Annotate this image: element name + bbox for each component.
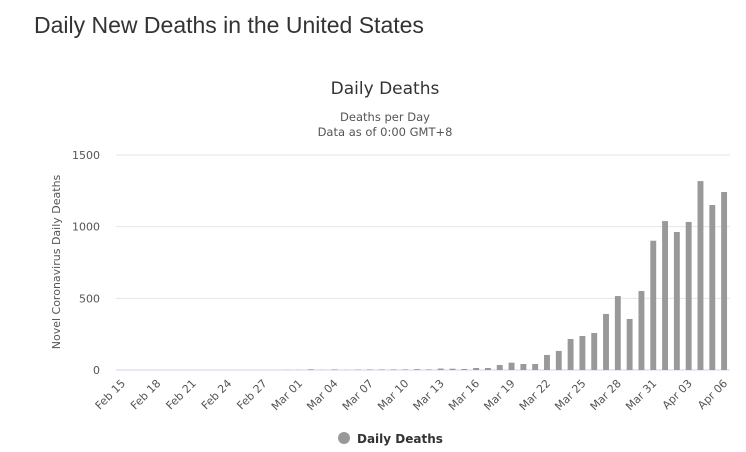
bar-apr-06[interactable]: [721, 191, 728, 370]
y-tick-label: 0: [93, 364, 100, 377]
y-axis-label: Novel Coronavirus Daily Deaths: [50, 174, 63, 349]
x-tick-label: Mar 04: [304, 377, 340, 413]
bar-apr-04[interactable]: [697, 181, 704, 370]
bar-mar-08[interactable]: [378, 369, 385, 370]
legend-label[interactable]: Daily Deaths: [357, 432, 443, 446]
bar-mar-09[interactable]: [390, 369, 397, 370]
x-tick-label: Feb 18: [128, 377, 163, 412]
bar-mar-21[interactable]: [532, 363, 539, 370]
bar-mar-23[interactable]: [555, 350, 562, 370]
bar-mar-07[interactable]: [366, 369, 373, 370]
x-tick-label: Mar 19: [481, 377, 517, 413]
x-tick-label: Mar 13: [411, 377, 447, 413]
bar-mar-02[interactable]: [307, 369, 314, 370]
x-tick-label: Feb 21: [164, 377, 199, 412]
bar-mar-16[interactable]: [473, 367, 480, 370]
bar-mar-15[interactable]: [461, 368, 468, 370]
x-tick-label: Mar 25: [552, 377, 588, 413]
bar-mar-04[interactable]: [331, 369, 338, 370]
bar-mar-17[interactable]: [484, 367, 491, 370]
bar-mar-12[interactable]: [425, 369, 432, 370]
bar-apr-01[interactable]: [662, 221, 669, 370]
bar-apr-05[interactable]: [709, 205, 716, 370]
bar-apr-02[interactable]: [673, 231, 680, 370]
x-tick-label: Apr 06: [695, 377, 730, 412]
x-tick-label: Feb 15: [93, 377, 128, 412]
legend-marker[interactable]: [338, 432, 350, 444]
y-tick-label: 1000: [72, 221, 100, 234]
bar-mar-22[interactable]: [544, 354, 550, 370]
chart-subtitle-1: Deaths per Day: [340, 110, 430, 124]
x-tick-label: Mar 10: [375, 377, 411, 413]
bar-mar-13[interactable]: [437, 368, 444, 370]
bar-mar-11[interactable]: [414, 369, 421, 370]
chart-title: Daily Deaths: [331, 79, 440, 99]
x-tick-label: Feb 27: [234, 377, 269, 412]
bar-mar-30[interactable]: [638, 291, 645, 370]
y-tick-label: 500: [79, 292, 100, 305]
page-title: Daily New Deaths in the United States: [34, 12, 424, 38]
x-tick-label: Mar 01: [269, 377, 305, 413]
bar-mar-26[interactable]: [591, 333, 598, 370]
chart-subtitle-2: Data as of 0:00 GMT+8: [318, 125, 453, 139]
x-tick-label: Feb 24: [199, 377, 234, 412]
x-tick-label: Mar 16: [446, 377, 482, 413]
bar-mar-20[interactable]: [520, 363, 527, 370]
bar-mar-14[interactable]: [449, 368, 456, 370]
x-tick-label: Apr 03: [660, 377, 695, 412]
bar-apr-03[interactable]: [685, 221, 692, 370]
x-tick-label: Mar 31: [623, 377, 659, 413]
bar-mar-19[interactable]: [508, 362, 515, 370]
x-tick-label: Mar 28: [588, 377, 624, 413]
bar-mar-28[interactable]: [614, 296, 621, 370]
bar-mar-10[interactable]: [402, 369, 409, 370]
x-tick-label: Mar 22: [517, 377, 553, 413]
bar-mar-27[interactable]: [603, 313, 609, 370]
bar-mar-25[interactable]: [579, 336, 586, 370]
y-tick-label: 1500: [72, 149, 100, 162]
bar-mar-31[interactable]: [650, 240, 657, 370]
bar-mar-24[interactable]: [567, 339, 574, 370]
bar-mar-18[interactable]: [496, 364, 503, 370]
bar-mar-29[interactable]: [626, 318, 633, 370]
x-tick-label: Mar 07: [340, 377, 376, 413]
